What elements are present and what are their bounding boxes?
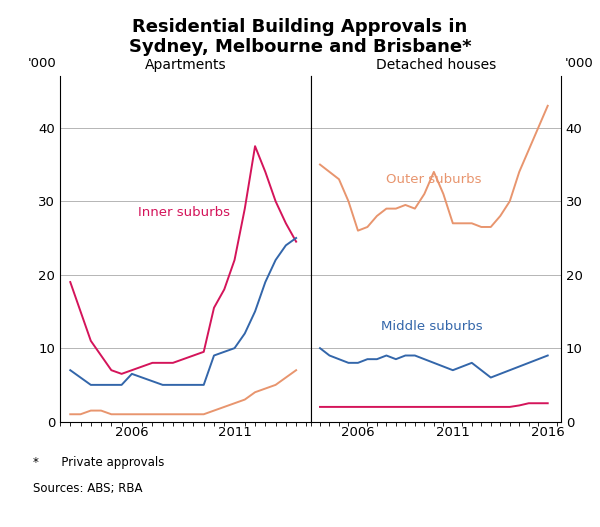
Text: Middle suburbs: Middle suburbs [381, 320, 482, 333]
Title: Detached houses: Detached houses [376, 58, 496, 73]
Text: Inner suburbs: Inner suburbs [138, 206, 230, 219]
Text: Residential Building Approvals in: Residential Building Approvals in [133, 18, 467, 36]
Title: Apartments: Apartments [145, 58, 226, 73]
Text: Sydney, Melbourne and Brisbane*: Sydney, Melbourne and Brisbane* [128, 38, 472, 56]
Text: Sources: ABS; RBA: Sources: ABS; RBA [33, 482, 143, 495]
Text: '000: '000 [565, 56, 593, 70]
Text: '000: '000 [28, 56, 56, 70]
Text: *      Private approvals: * Private approvals [33, 456, 164, 469]
Text: Outer suburbs: Outer suburbs [386, 173, 482, 186]
